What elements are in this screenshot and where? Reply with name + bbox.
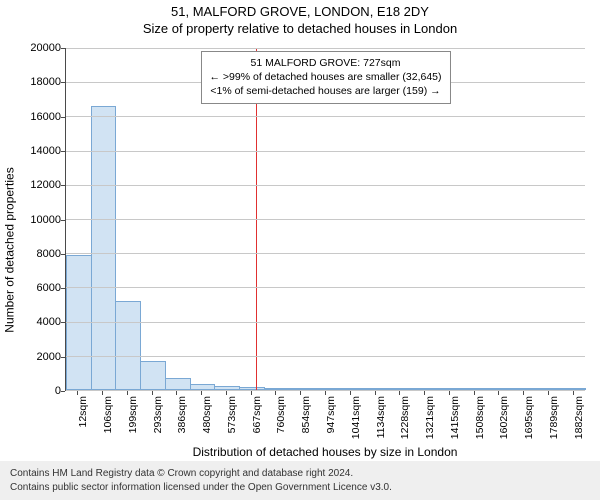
ylabel-wrap: Number of detached properties xyxy=(0,38,20,461)
x-tick-label: 947sqm xyxy=(325,396,337,433)
x-tick-mark xyxy=(474,391,475,395)
y-tick-label: 6000 xyxy=(37,282,61,294)
title-block: 51, MALFORD GROVE, LONDON, E18 2DY Size … xyxy=(0,0,600,38)
footer-line-1: Contains HM Land Registry data © Crown c… xyxy=(10,467,590,481)
annotation-box: 51 MALFORD GROVE: 727sqm ← >99% of detac… xyxy=(200,51,450,104)
x-tick-mark xyxy=(399,391,400,395)
y-axis-ticks: 0200040006000800010000120001400016000180… xyxy=(20,38,65,461)
x-tick-label: 1602sqm xyxy=(498,396,510,439)
annotation-line-2: ← >99% of detached houses are smaller (3… xyxy=(209,70,441,84)
gridline xyxy=(66,48,585,49)
x-tick-label: 1789sqm xyxy=(548,396,560,439)
histogram-bar xyxy=(140,361,166,390)
x-tick-mark xyxy=(548,391,549,395)
x-tick-mark xyxy=(350,391,351,395)
annotation-line-3: <1% of semi-detached houses are larger (… xyxy=(209,84,441,98)
x-tick-mark xyxy=(449,391,450,395)
annotation-line-1: 51 MALFORD GROVE: 727sqm xyxy=(209,56,441,70)
y-tick-label: 10000 xyxy=(30,214,61,226)
x-tick-label: 386sqm xyxy=(176,396,188,433)
x-tick-mark xyxy=(275,391,276,395)
chart-zone: Number of detached properties 0200040006… xyxy=(0,38,600,461)
x-tick-mark xyxy=(176,391,177,395)
gridline xyxy=(66,356,585,357)
x-tick-mark xyxy=(201,391,202,395)
footer-line-2: Contains public sector information licen… xyxy=(10,481,590,495)
plot-area: 51 MALFORD GROVE: 727sqm ← >99% of detac… xyxy=(65,48,585,391)
y-tick-label: 12000 xyxy=(30,179,61,191)
gridline xyxy=(66,322,585,323)
x-axis-label: Distribution of detached houses by size … xyxy=(65,445,585,459)
histogram-bar xyxy=(91,106,117,390)
x-tick-mark xyxy=(375,391,376,395)
x-tick-mark xyxy=(102,391,103,395)
x-tick-label: 1041sqm xyxy=(350,396,362,439)
x-tick-label: 573sqm xyxy=(226,396,238,433)
gridline xyxy=(66,185,585,186)
histogram-bar xyxy=(115,301,141,390)
x-tick-label: 1228sqm xyxy=(399,396,411,439)
x-tick-label: 1882sqm xyxy=(573,396,585,439)
x-tick-label: 1134sqm xyxy=(375,396,387,438)
x-tick-label: 1508sqm xyxy=(474,396,486,439)
x-tick-mark xyxy=(152,391,153,395)
x-tick-mark xyxy=(77,391,78,395)
x-tick-label: 199sqm xyxy=(127,396,139,433)
x-tick-mark xyxy=(300,391,301,395)
x-tick-label: 854sqm xyxy=(300,396,312,433)
y-tick-label: 20000 xyxy=(30,42,61,54)
x-tick-label: 1321sqm xyxy=(424,396,436,439)
y-tick-label: 18000 xyxy=(30,76,61,88)
gridline xyxy=(66,151,585,152)
footer: Contains HM Land Registry data © Crown c… xyxy=(0,461,600,500)
y-tick-label: 4000 xyxy=(37,316,61,328)
x-tick-mark xyxy=(573,391,574,395)
plot-wrap: 51 MALFORD GROVE: 727sqm ← >99% of detac… xyxy=(65,38,585,461)
y-tick-label: 16000 xyxy=(30,111,61,123)
x-tick-label: 667sqm xyxy=(251,396,263,433)
y-tick-label: 2000 xyxy=(37,351,61,363)
x-tick-label: 480sqm xyxy=(201,396,213,433)
x-tick-mark xyxy=(523,391,524,395)
gridline xyxy=(66,287,585,288)
gridline xyxy=(66,253,585,254)
x-tick-mark xyxy=(498,391,499,395)
x-tick-label: 1415sqm xyxy=(449,396,461,439)
x-tick-label: 760sqm xyxy=(275,396,287,433)
x-tick-label: 293sqm xyxy=(152,396,164,433)
x-tick-mark xyxy=(251,391,252,395)
main-title: 51, MALFORD GROVE, LONDON, E18 2DY xyxy=(0,4,600,19)
histogram-bar xyxy=(165,378,191,390)
x-tick-mark xyxy=(325,391,326,395)
x-tick-mark xyxy=(226,391,227,395)
y-tick-label: 8000 xyxy=(37,248,61,260)
x-tick-mark xyxy=(424,391,425,395)
sub-title: Size of property relative to detached ho… xyxy=(0,21,600,36)
x-tick-label: 1695sqm xyxy=(523,396,535,439)
x-tick-mark xyxy=(127,391,128,395)
x-tick-label: 106sqm xyxy=(102,396,114,433)
gridline xyxy=(66,116,585,117)
y-tick-label: 14000 xyxy=(30,145,61,157)
gridline xyxy=(66,219,585,220)
x-tick-label: 12sqm xyxy=(77,396,89,428)
y-axis-label: Number of detached properties xyxy=(3,167,17,332)
